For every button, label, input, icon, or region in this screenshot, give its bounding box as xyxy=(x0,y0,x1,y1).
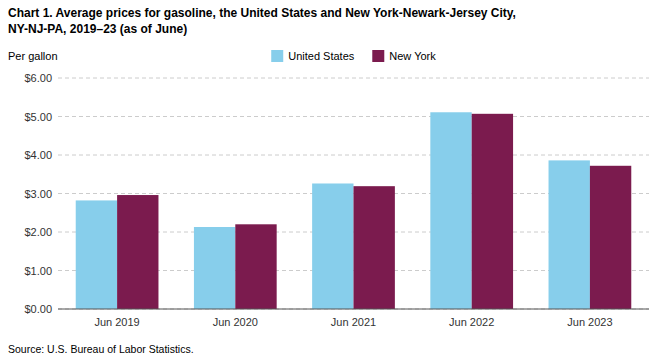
bar xyxy=(312,183,353,309)
bar xyxy=(590,166,631,309)
grid-line xyxy=(58,309,649,310)
y-tick-label: $0.00 xyxy=(24,303,52,315)
bar xyxy=(430,112,471,309)
legend-swatch xyxy=(372,50,384,62)
legend-label: New York xyxy=(389,50,436,62)
bar xyxy=(194,227,235,309)
bar xyxy=(549,160,590,309)
legend-swatch xyxy=(271,50,283,62)
y-tick-label: $3.00 xyxy=(24,188,52,200)
legend-label: United States xyxy=(288,50,355,62)
title: Chart 1. Average prices for gasoline, th… xyxy=(8,6,516,20)
x-tick-label: Jun 2023 xyxy=(567,316,612,328)
y-tick-label: $6.00 xyxy=(24,72,52,84)
grid-line xyxy=(58,155,649,156)
x-tick-label: Jun 2021 xyxy=(331,316,376,328)
y-tick-label: $5.00 xyxy=(24,111,52,123)
bar xyxy=(472,114,513,309)
grid-line xyxy=(58,116,649,117)
bar xyxy=(354,186,395,309)
bars xyxy=(76,112,632,309)
bar xyxy=(117,195,158,309)
y-tick-label: $2.00 xyxy=(24,226,52,238)
subtitle: NY-NJ-PA, 2019–23 (as of June) xyxy=(8,22,187,36)
chart: Chart 1. Average prices for gasoline, th… xyxy=(0,0,661,361)
bar xyxy=(235,224,276,309)
source: Source: U.S. Bureau of Labor Statistics. xyxy=(8,343,194,355)
x-axis xyxy=(58,309,649,310)
grid xyxy=(58,78,649,309)
grid-line xyxy=(58,78,649,79)
y-tick-label: $4.00 xyxy=(24,149,52,161)
x-tick-label: Jun 2022 xyxy=(449,316,494,328)
legend: United States New York xyxy=(271,50,436,62)
y-tick-label: $1.00 xyxy=(24,265,52,277)
axis-label: Per gallon xyxy=(8,50,58,62)
bar xyxy=(76,200,117,309)
x-tick-label: Jun 2019 xyxy=(94,316,139,328)
x-tick-label: Jun 2020 xyxy=(213,316,258,328)
